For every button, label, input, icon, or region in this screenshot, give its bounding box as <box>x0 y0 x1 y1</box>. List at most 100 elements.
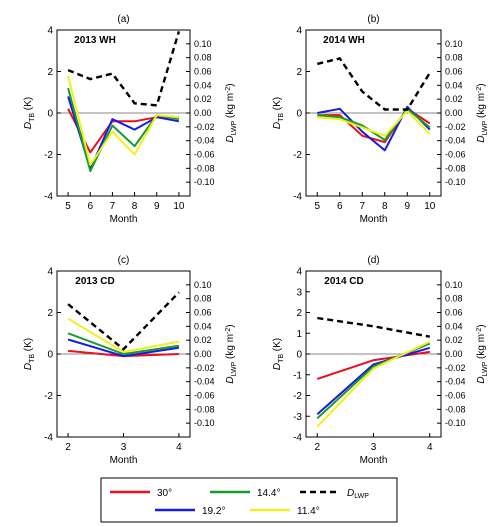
y-right-tick-label: -0.08 <box>194 404 215 414</box>
y-right-tick-label: -0.04 <box>194 377 215 387</box>
y-left-tick-label: -1 <box>293 370 302 381</box>
x-tick-label: 9 <box>404 201 410 212</box>
y-right-tick-label: 0.08 <box>194 294 212 304</box>
y-left-tick-label: -4 <box>293 433 302 444</box>
y-right-axis-label: DLWP (kg m-2) <box>225 83 238 142</box>
y-left-axis-label: DTB (K) <box>23 97 36 129</box>
x-axis-label: Month <box>110 214 138 225</box>
x-tick-label: 7 <box>110 201 116 212</box>
x-axis-label: Month <box>110 455 138 466</box>
y-left-tick-label: 0 <box>47 350 53 361</box>
y-right-tick-label: -0.10 <box>194 418 215 428</box>
y-right-tick-label: 0.08 <box>445 53 463 63</box>
x-tick-label: 2 <box>65 442 71 453</box>
series-line-19-2 <box>316 346 431 415</box>
y-right-tick-label: 0.04 <box>445 321 463 331</box>
series-line-11-4 <box>67 75 179 166</box>
y-right-tick-label: -0.08 <box>445 163 466 173</box>
y-left-axis-label: DTB (K) <box>272 97 285 129</box>
series-line-30 <box>316 350 430 380</box>
y-right-tick-label: 0.10 <box>194 39 212 49</box>
series-line-14-4 <box>67 87 180 173</box>
y-right-tick-label: 0.02 <box>445 335 463 345</box>
series-line-dlwp <box>67 31 181 107</box>
x-tick-label: 8 <box>132 201 138 212</box>
series-line-11-4 <box>316 340 431 428</box>
legend-box <box>100 477 398 523</box>
y-right-tick-label: 0.02 <box>194 94 212 104</box>
y-right-tick-label: 0.04 <box>445 80 463 90</box>
y-left-tick-label: 2 <box>296 308 302 319</box>
y-right-axis-label: DLWP (kg m-2) <box>476 83 489 142</box>
y-left-tick-label: 4 <box>47 267 53 278</box>
y-left-tick-label: -2 <box>293 391 302 402</box>
chart-panel-3: (c) 2013 CD -4 -2 0 2 4 0.10 0.08 0.06 0.04 0.02 0.0… <box>23 255 238 466</box>
legend-label-11-4: 11.4° <box>297 506 320 517</box>
series-line-19-2 <box>317 105 431 152</box>
series-line-14-4 <box>67 332 180 355</box>
y-right-tick-label: -0.10 <box>445 177 466 187</box>
panel-title: 2013 WH <box>74 35 116 46</box>
x-tick-label: 9 <box>154 201 160 212</box>
y-right-tick-label: 0.10 <box>445 39 463 49</box>
y-left-tick-label: 4 <box>47 26 53 37</box>
y-right-tick-label: 0.04 <box>194 80 212 90</box>
y-right-tick-label: -0.08 <box>445 404 466 414</box>
y-right-tick-label: 0.06 <box>445 308 463 318</box>
x-tick-label: 10 <box>173 201 185 212</box>
y-right-tick-label: 0.00 <box>194 349 212 359</box>
series-line-11-4 <box>67 317 180 353</box>
panel-label: (c) <box>118 255 130 266</box>
y-right-tick-label: 0.06 <box>194 67 212 77</box>
series-line-dlwp <box>67 291 180 351</box>
series-line-11-4 <box>317 109 431 137</box>
y-left-tick-label: 3 <box>296 287 302 298</box>
x-axis-label: Month <box>360 455 388 466</box>
y-right-tick-label: 0.06 <box>194 308 212 318</box>
legend-label-dlwp: DLWP <box>347 488 369 500</box>
y-right-tick-label: -0.02 <box>445 122 466 132</box>
y-right-tick-label: 0.00 <box>445 108 463 118</box>
y-left-tick-label: -4 <box>44 192 53 203</box>
chart-panel-1: (a)2013 WH -4 -2 0 2 4 0.10 0.08 0.06 0.04 0.02 0.0… <box>23 14 238 225</box>
y-right-tick-label: 0.00 <box>194 108 212 118</box>
x-tick-label: 5 <box>314 201 320 212</box>
series-line-14-4 <box>317 107 431 141</box>
legend-label-30: 30° <box>157 488 172 499</box>
y-right-tick-label: -0.02 <box>194 122 215 132</box>
y-left-axis-label: DTB (K) <box>272 338 285 370</box>
x-axis-label: Month <box>360 214 388 225</box>
y-left-tick-label: 4 <box>296 26 302 37</box>
y-left-tick-label: -3 <box>293 412 302 423</box>
y-left-tick-label: 4 <box>296 267 302 278</box>
x-tick-label: 8 <box>382 201 388 212</box>
series-line-19-2 <box>67 338 180 358</box>
y-left-tick-label: 2 <box>47 67 53 78</box>
y-right-tick-label: -0.02 <box>194 363 215 373</box>
y-right-tick-label: -0.06 <box>194 391 215 401</box>
legend: 30° 14.4° DLWP 19.2° 11.4° <box>100 477 398 523</box>
legend-label-14-4: 14.4° <box>257 488 280 499</box>
x-tick-label: 6 <box>337 201 343 212</box>
x-tick-label: 7 <box>359 201 365 212</box>
y-right-tick-label: -0.06 <box>194 150 215 160</box>
legend-label-19-2: 19.2° <box>202 506 225 517</box>
panel-title: 2014 CD <box>324 276 363 287</box>
x-tick-label: 3 <box>121 442 127 453</box>
y-left-tick-label: -2 <box>44 391 53 402</box>
panel-label: (b) <box>367 14 379 25</box>
y-right-tick-label: -0.04 <box>445 377 466 387</box>
panel-label: (d) <box>367 255 379 266</box>
y-right-tick-label: -0.06 <box>445 391 466 401</box>
y-left-tick-label: 0 <box>296 109 302 120</box>
y-right-tick-label: 0.10 <box>194 280 212 290</box>
y-left-tick-label: 1 <box>296 329 302 340</box>
y-right-tick-label: -0.04 <box>445 136 466 146</box>
y-right-tick-label: -0.04 <box>194 136 215 146</box>
x-tick-label: 6 <box>87 201 93 212</box>
y-right-tick-label: 0.02 <box>194 335 212 345</box>
x-tick-label: 4 <box>427 442 433 453</box>
x-tick-label: 4 <box>176 442 182 453</box>
y-right-tick-label: -0.02 <box>445 363 466 373</box>
y-left-tick-label: -4 <box>44 433 53 444</box>
